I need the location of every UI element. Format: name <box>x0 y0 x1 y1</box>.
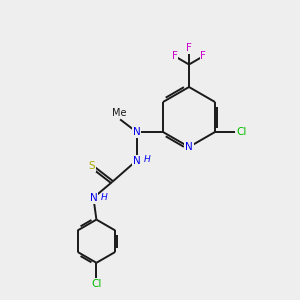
Text: H: H <box>100 193 107 202</box>
Text: N: N <box>185 142 193 152</box>
Text: F: F <box>186 43 192 53</box>
Text: N: N <box>89 193 97 203</box>
Text: H: H <box>144 155 151 164</box>
Text: Cl: Cl <box>91 279 102 289</box>
Text: N: N <box>133 127 140 137</box>
Text: N: N <box>133 155 140 166</box>
Text: Cl: Cl <box>236 127 246 137</box>
Text: F: F <box>200 51 206 61</box>
Text: Me: Me <box>112 108 127 118</box>
Text: F: F <box>172 51 178 61</box>
Text: S: S <box>88 161 95 171</box>
